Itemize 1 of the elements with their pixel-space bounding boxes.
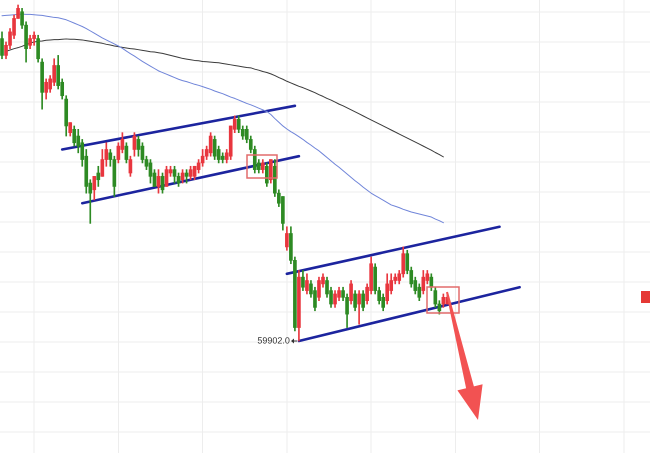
annotation: 59902.0 <box>257 335 290 346</box>
